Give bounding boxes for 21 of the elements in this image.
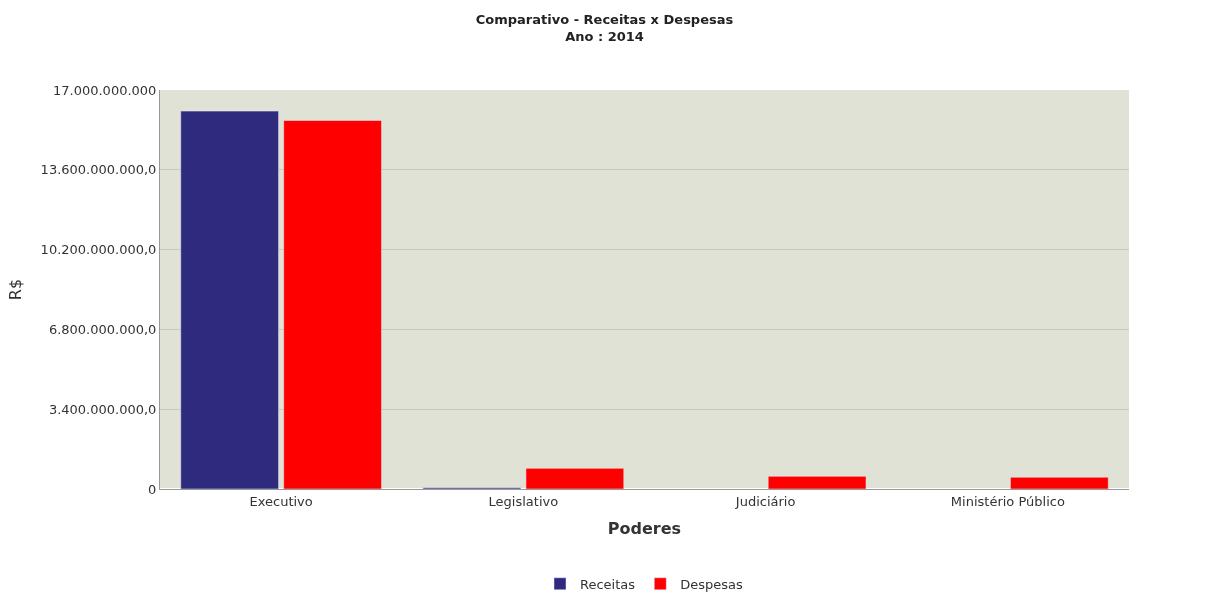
y-tick-label: 6.800.000.000,0	[48, 321, 157, 337]
x-tick-label: Legislativo	[488, 493, 559, 509]
chart-subtitle: Ano : 2014	[565, 29, 644, 45]
x-axis-title: Poderes	[607, 519, 682, 539]
x-tick-label: Judiciário	[734, 493, 796, 509]
x-tick-label: Ministério Público	[950, 493, 1065, 509]
bar	[180, 110, 279, 489]
x-tick-label: Executivo	[249, 493, 313, 509]
chart-title: Comparativo - Receitas x Despesas	[475, 12, 734, 28]
bar	[525, 468, 625, 489]
legend-label: Receitas	[580, 576, 636, 592]
bar	[283, 120, 382, 489]
legend-label: Despesas	[680, 576, 744, 592]
y-tick-label: 17.000.000.000	[53, 82, 157, 98]
bar	[1010, 477, 1109, 489]
bar	[767, 476, 867, 489]
y-axis-title: R$	[5, 278, 25, 301]
y-tick-label: 0	[148, 481, 157, 497]
y-tick-label: 13.600.000.000,0	[40, 162, 157, 178]
y-tick-label: 3.400.000.000,0	[48, 401, 157, 417]
y-tick-label: 10.200.000.000,0	[40, 242, 157, 258]
